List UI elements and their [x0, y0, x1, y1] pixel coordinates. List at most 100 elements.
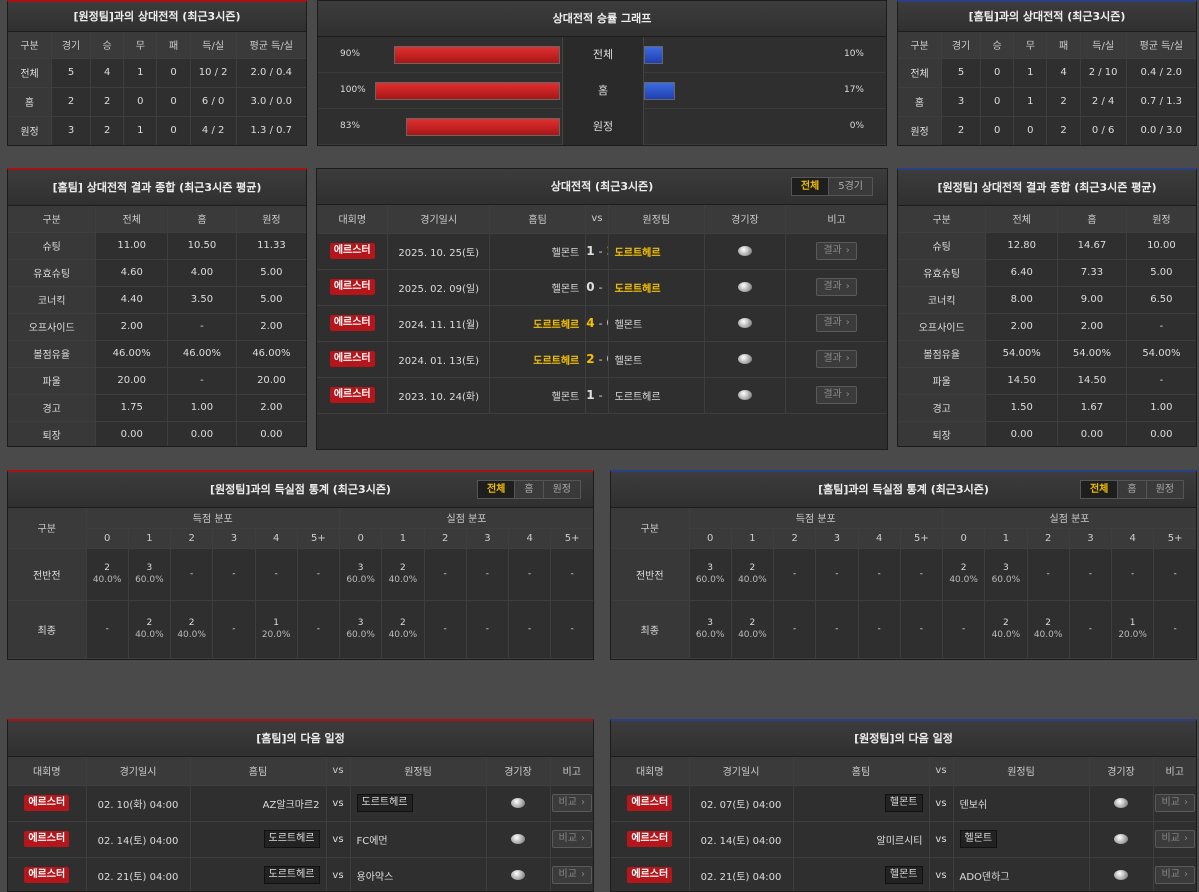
cell-value: 0: [156, 116, 191, 145]
toggle-away[interactable]: 원정: [1145, 481, 1183, 498]
stadium-icon[interactable]: [511, 869, 525, 880]
compare-button[interactable]: 비교 ›: [551, 794, 592, 812]
cell-value: 5: [51, 58, 92, 88]
dist-cell: 3 60.0%: [339, 600, 383, 659]
cell-value: 1: [123, 116, 158, 145]
cell-value: 2.00: [236, 313, 306, 341]
result-button[interactable]: 결과 ›: [816, 386, 857, 404]
dist-percent: 60.0%: [695, 630, 725, 640]
stadium-icon[interactable]: [1114, 797, 1128, 808]
bucket-header: 1: [731, 528, 775, 549]
cell-value: 0: [980, 87, 1015, 117]
league-badge: 에르스터: [24, 867, 70, 883]
dist-percent: 40.0%: [949, 575, 978, 585]
toggle-home[interactable]: 홈: [1117, 481, 1145, 498]
cell-value: 10.50: [167, 232, 237, 260]
compare-button[interactable]: 비교 ›: [1154, 830, 1195, 848]
stadium-icon[interactable]: [737, 281, 752, 292]
cell-value: 0: [156, 87, 191, 117]
table-row: 볼점유율 46.00% 46.00% 46.00%: [8, 340, 306, 368]
stadium-icon[interactable]: [511, 833, 525, 844]
dist-cell: -: [466, 600, 510, 659]
cell-value: 14.50: [1057, 367, 1127, 395]
table-row: 최종 3 60.0% 2 40.0% - - - - - 2 40.0% 2 40.0% - 1 20.0% -: [611, 600, 1196, 659]
toggle-all[interactable]: 전체: [477, 481, 515, 498]
header-row: 구분 경기 승 무 패 득/실 평균 득/실: [8, 32, 306, 59]
compare-button[interactable]: 비교 ›: [1154, 794, 1195, 812]
dist-percent: 40.0%: [135, 630, 164, 640]
winrate-label: 전체: [562, 37, 644, 73]
column-header: vs: [585, 205, 609, 234]
home-h2h-title: [홈팀]과의 상대전적 (최근3시즌): [898, 2, 1196, 32]
row-label: 홈: [898, 87, 943, 117]
winrate-right-pct: 17%: [843, 85, 864, 95]
bucket-header: 0: [942, 528, 986, 549]
column-header: 승: [90, 32, 125, 59]
score-sep: -: [598, 317, 603, 330]
header-row: 대회명 경기일시 홈팀 vs 원정팀 경기장 비고: [8, 757, 593, 786]
column-header: 홈: [167, 206, 237, 233]
result-button[interactable]: 결과 ›: [816, 242, 857, 260]
column-header: vs: [929, 757, 954, 786]
column-header: 경기: [941, 32, 982, 59]
compare-button[interactable]: 비교 ›: [551, 866, 592, 884]
stadium-icon[interactable]: [737, 353, 752, 364]
stadium-icon[interactable]: [511, 797, 525, 808]
cell-value: 8.00: [985, 286, 1059, 314]
home-h2h-panel: [홈팀]과의 상대전적 (최근3시즌) 구분 경기 승 무 패 득/실 평균 득/실 전체 5 0…: [897, 0, 1197, 146]
bucket-header: 2: [1027, 528, 1070, 549]
row-label: 볼점유율: [8, 340, 97, 368]
home-team: 헬몬트: [884, 866, 923, 884]
dist-cell: -: [212, 548, 256, 601]
column-header: 홈팀: [793, 757, 930, 786]
away-team: 도르트헤르: [608, 233, 705, 270]
stadium-icon[interactable]: [1114, 833, 1128, 844]
table-row: 전반전 2 40.0% 3 60.0% - - - - 3 60.0% 2 40.0% - - - -: [8, 548, 593, 601]
vs-label: vs: [326, 821, 351, 858]
chevron-right-icon: ›: [1183, 869, 1188, 880]
match-date: 2024. 11. 11(월): [387, 305, 490, 342]
column-header: 경기일시: [689, 757, 794, 786]
away-team-cell: ADO덴하그: [953, 857, 1090, 891]
dist-count: 2: [1003, 618, 1009, 628]
result-button[interactable]: 결과 ›: [816, 278, 857, 296]
row-label: 퇴장: [8, 421, 97, 446]
cell-value: 4: [90, 58, 125, 88]
dist-count: 2: [400, 563, 406, 573]
toggle-5-games[interactable]: 5경기: [828, 178, 872, 195]
note-cell: 비교 ›: [1153, 785, 1196, 822]
away-score: 0: [607, 316, 608, 330]
away-score: 2: [607, 244, 608, 258]
note-cell: 비교 ›: [550, 857, 593, 891]
cell-value: 2.00: [1057, 313, 1127, 341]
cell-value: 11.00: [95, 232, 169, 260]
result-button[interactable]: 결과 ›: [816, 314, 857, 332]
stadium-icon[interactable]: [737, 317, 752, 328]
row-label: 유효슈팅: [8, 259, 97, 287]
score-sep: -: [598, 353, 603, 366]
row-label: 파울: [8, 367, 97, 395]
compare-button[interactable]: 비교 ›: [1154, 866, 1195, 884]
compare-button[interactable]: 비교 ›: [551, 830, 592, 848]
home-team-cell: 헬몬트: [793, 857, 930, 891]
cell-value: 4.00: [167, 259, 237, 287]
stadium-cell: [704, 377, 787, 414]
stadium-icon[interactable]: [1114, 869, 1128, 880]
column-header: 홈팀: [190, 757, 327, 786]
cell-value: 0.00: [95, 421, 169, 446]
cell-value: 3.50: [167, 286, 237, 314]
stadium-icon[interactable]: [737, 245, 752, 256]
stadium-icon[interactable]: [737, 389, 752, 400]
result-button[interactable]: 결과 ›: [816, 350, 857, 368]
toggle-home[interactable]: 홈: [514, 481, 542, 498]
score-cell: 1-2: [585, 233, 609, 270]
column-header: 홈팀: [489, 205, 587, 234]
cell-value: 2 / 4: [1080, 87, 1127, 117]
away-next-panel: [원정팀]의 다음 일정 대회명 경기일시 홈팀 vs 원정팀 경기장 비고 에르스터 02. …: [610, 719, 1197, 892]
toggle-all[interactable]: 전체: [791, 178, 829, 195]
cell-value: 20.00: [95, 367, 169, 395]
toggle-all[interactable]: 전체: [1080, 481, 1118, 498]
h2h-matches-title-text: 상대전적 (최근3시즌): [550, 180, 654, 193]
away-summary-title: [원정팀] 상대전적 결과 종합 (최근3시즌 평균): [898, 170, 1196, 206]
toggle-away[interactable]: 원정: [542, 481, 580, 498]
